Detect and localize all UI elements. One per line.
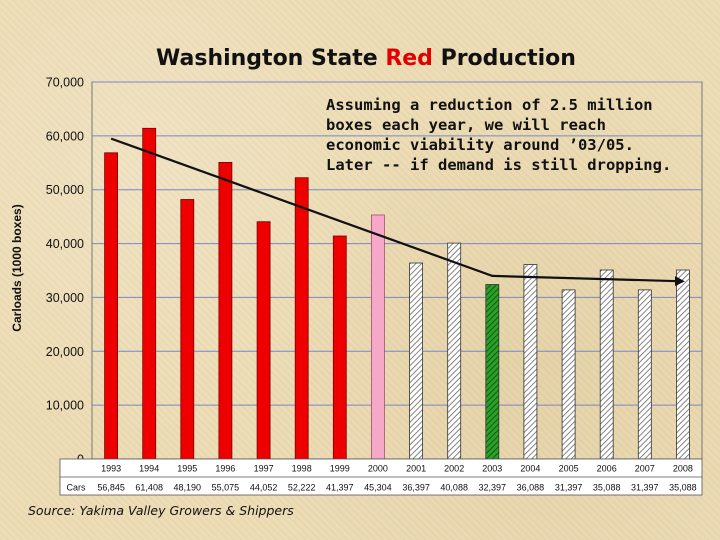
x-tick-label: 2007 (635, 464, 655, 474)
data-label: 40,088 (440, 483, 468, 493)
bar-1996 (218, 161, 233, 460)
x-tick-label: 1997 (254, 464, 274, 474)
bar-2004 (523, 264, 538, 460)
bar-2008 (676, 269, 690, 460)
annotation-line: boxes each year, we will reach (326, 116, 606, 134)
bar-1995 (180, 199, 195, 460)
x-tick-label: 2001 (406, 464, 426, 474)
y-tick-label: 40,000 (46, 237, 84, 251)
x-tick-label: 1993 (101, 464, 121, 474)
y-tick-labels: 010,00020,00030,00040,00050,00060,00070,… (46, 76, 84, 467)
bar-2003 (485, 284, 500, 460)
data-label: 41,397 (326, 483, 354, 493)
data-label: 32,397 (479, 483, 507, 493)
bar-2005 (561, 289, 576, 460)
data-label: 44,052 (250, 483, 278, 493)
x-tick-label: 2008 (673, 464, 693, 474)
data-label: 61,408 (135, 483, 163, 493)
trend-line (110, 137, 685, 287)
data-label: 35,088 (669, 483, 697, 493)
y-axis-label: Carloads (1000 boxes) (10, 204, 24, 331)
data-table-row-label: Cars (66, 483, 86, 493)
bar-1997 (256, 221, 271, 460)
title-part-highlight: Red (385, 46, 433, 71)
x-tick-label: 1999 (330, 464, 350, 474)
data-label: 45,304 (364, 483, 392, 493)
data-label: 36,397 (402, 483, 430, 493)
annotation-line: Assuming a reduction of 2.5 million (326, 96, 653, 114)
x-tick-label: 2004 (520, 464, 540, 474)
y-tick-label: 50,000 (46, 183, 84, 197)
bar-2000 (370, 214, 385, 460)
bar-2002 (447, 242, 462, 460)
y-tick-label: 30,000 (46, 291, 84, 305)
chart-title: Washington State Red Production (156, 46, 576, 71)
bar-1994 (142, 127, 157, 460)
bar-2001 (409, 262, 424, 460)
x-tick-label: 1994 (139, 464, 159, 474)
bar-1999 (332, 235, 347, 460)
x-tick-label: 1996 (215, 464, 235, 474)
x-tick-label: 2002 (444, 464, 464, 474)
bar-1998 (294, 177, 309, 460)
annotation-line: economic viability around ’03/05. (326, 136, 634, 154)
source-note: Source: Yakima Valley Growers & Shippers (28, 503, 294, 518)
x-tick-label: 2000 (368, 464, 388, 474)
title-part-1: Washington State (156, 46, 385, 71)
x-tick-label: 2003 (482, 464, 502, 474)
data-label: 48,190 (174, 483, 202, 493)
annotation-line: Later -- if demand is still dropping. (326, 156, 671, 174)
data-label: 56,845 (97, 483, 125, 493)
y-tick-label: 70,000 (46, 76, 84, 90)
x-tick-label: 1998 (292, 464, 312, 474)
annotation-text: Assuming a reduction of 2.5 million boxe… (326, 96, 671, 174)
data-label: 31,397 (631, 483, 659, 493)
data-label: 31,397 (555, 483, 583, 493)
bar-2007 (637, 289, 652, 460)
x-tick-label: 2006 (597, 464, 617, 474)
y-tick-label: 10,000 (46, 399, 84, 413)
x-tick-label: 2005 (559, 464, 579, 474)
data-label: 52,222 (288, 483, 316, 493)
bars (104, 127, 690, 460)
data-table: Cars 1993 56,845 1994 61,408 1995 48,190 1996 5… (59, 458, 703, 496)
data-label: 55,075 (212, 483, 240, 493)
data-label: 35,088 (593, 483, 621, 493)
y-tick-label: 20,000 (46, 345, 84, 359)
data-label: 36,088 (517, 483, 545, 493)
bar-2006 (599, 269, 614, 460)
x-tick-label: 1995 (177, 464, 197, 474)
trend-line-group (110, 137, 685, 287)
y-tick-label: 60,000 (46, 129, 84, 143)
title-part-3: Production (433, 46, 576, 71)
bar-1993 (104, 152, 118, 460)
